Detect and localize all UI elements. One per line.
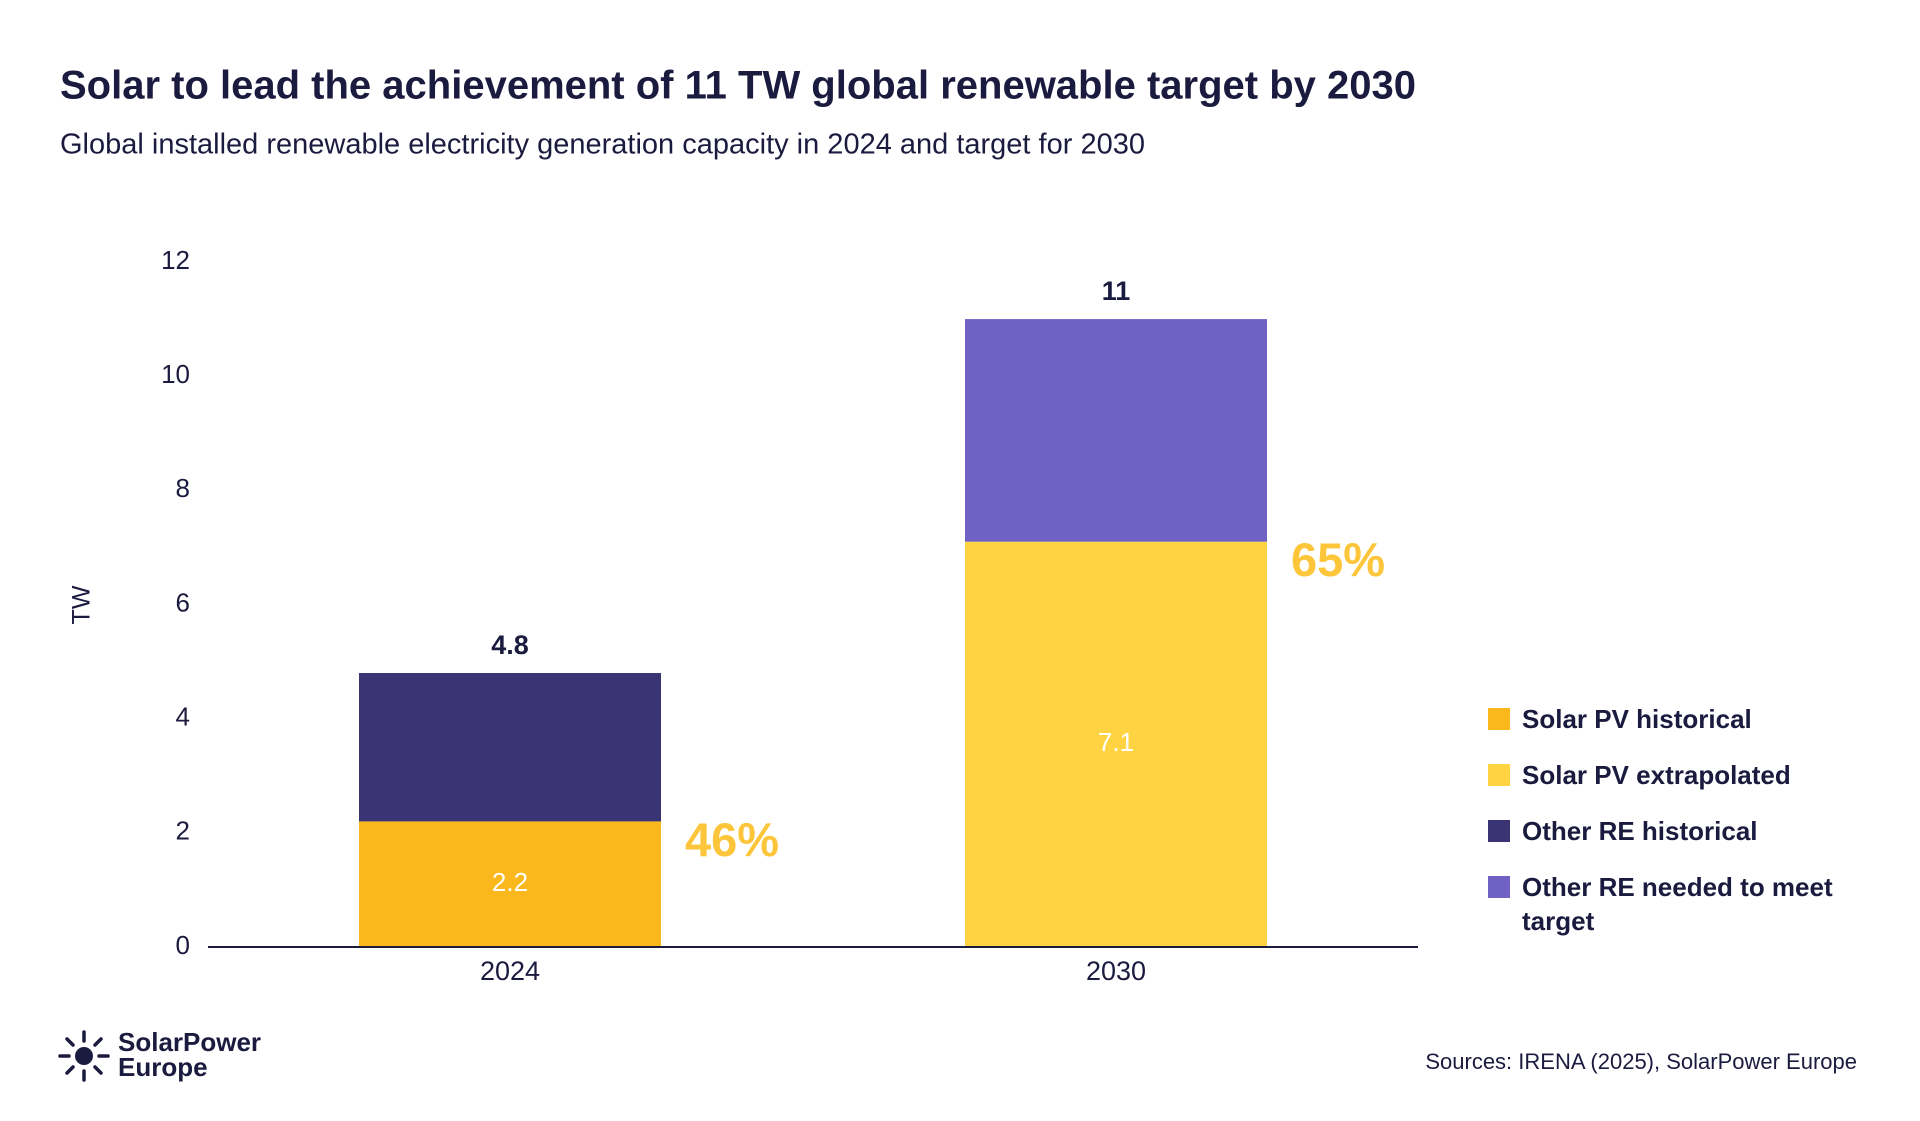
legend-swatch: [1488, 876, 1510, 898]
chart-subtitle: Global installed renewable electricity g…: [60, 129, 1145, 161]
y-tick-label: 8: [176, 473, 190, 503]
y-tick-label: 10: [161, 359, 190, 389]
legend-item: Solar PV historical: [1488, 702, 1888, 736]
chart-title: Solar to lead the achievement of 11 TW g…: [60, 64, 1416, 108]
y-tick-label: 4: [176, 702, 190, 732]
legend-item: Other RE historical: [1488, 814, 1888, 848]
total-label: 11: [1102, 276, 1131, 306]
legend-label: Solar PV historical: [1522, 704, 1752, 734]
legend-label: Other RE needed to meet target: [1522, 872, 1833, 936]
y-axis-label: TW: [68, 585, 96, 624]
legend-label: Other RE historical: [1522, 816, 1758, 846]
value-label: 7.1: [1098, 727, 1134, 757]
legend-label: Solar PV extrapolated: [1522, 760, 1791, 790]
share-annotation: 46%: [685, 813, 779, 866]
logo: [58, 1030, 110, 1082]
legend-item: Other RE needed to meet target: [1488, 870, 1888, 938]
x-tick-label: 2024: [480, 956, 540, 986]
source: Sources: IRENA (2025), SolarPower Europe: [1425, 1049, 1857, 1074]
logo-text: Europe: [118, 1052, 208, 1082]
bar-segment: [359, 673, 661, 822]
legend-item: Solar PV extrapolated: [1488, 758, 1888, 792]
y-tick-label: 6: [176, 587, 190, 617]
bar-segment: [359, 821, 661, 947]
y-tick-label: 2: [176, 816, 190, 846]
y-tick-label: 0: [176, 930, 190, 960]
share-annotation: 65%: [1291, 533, 1385, 586]
legend: Solar PV historical Solar PV extrapolated…: [1488, 702, 1888, 960]
total-label: 4.8: [491, 630, 529, 660]
legend-swatch: [1488, 708, 1510, 730]
legend-swatch: [1488, 764, 1510, 786]
x-tick-label: 2030: [1086, 956, 1146, 986]
legend-swatch: [1488, 820, 1510, 842]
y-tick-label: 12: [161, 245, 190, 275]
value-label: 2.2: [492, 867, 528, 897]
bar-segment: [965, 541, 1267, 947]
logo-text: SolarPower: [118, 1027, 261, 1057]
bar-segment: [965, 319, 1267, 542]
